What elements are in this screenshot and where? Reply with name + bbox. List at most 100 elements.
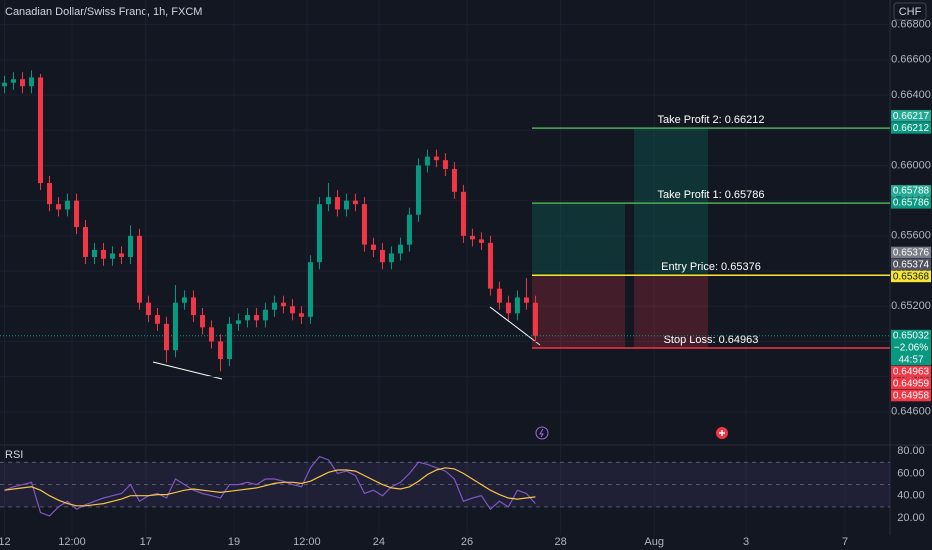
rsi-tick-label: 40.00 xyxy=(897,490,925,502)
candle xyxy=(325,183,331,212)
y-tick-label: 0.65200 xyxy=(891,300,931,312)
y-tick-label: 0.66000 xyxy=(891,159,931,171)
price-tag-box xyxy=(891,185,931,197)
candle xyxy=(91,242,97,264)
price-tag-box xyxy=(891,246,931,259)
candle xyxy=(451,161,457,199)
candle xyxy=(190,290,196,323)
candle-body xyxy=(181,297,187,303)
price-tag: 0.64958 xyxy=(891,389,931,401)
candle xyxy=(298,306,304,324)
candle xyxy=(289,299,295,321)
candle-body xyxy=(532,302,538,336)
candle-body xyxy=(100,249,106,259)
candle-body xyxy=(460,191,466,236)
candle xyxy=(181,290,187,310)
candle xyxy=(379,242,385,270)
candle xyxy=(496,281,502,310)
chart-title: Canadian Dollar/Swiss Franc, 1h, FXCM xyxy=(5,6,202,18)
candle xyxy=(442,153,448,176)
price-change: −2.06% xyxy=(894,342,928,353)
candle-body xyxy=(280,302,286,307)
profit-zone xyxy=(634,128,708,276)
candle xyxy=(46,176,52,212)
price-tag: 0.64963 xyxy=(891,365,931,377)
price-tag-box xyxy=(891,329,931,366)
x-tick-label: 26 xyxy=(461,536,473,548)
y-tick-label: 0.66400 xyxy=(891,89,931,101)
currency-button[interactable] xyxy=(893,2,927,21)
candle-body xyxy=(370,244,376,250)
candle xyxy=(172,285,178,358)
candle xyxy=(154,308,160,331)
y-tick-label: 0.65600 xyxy=(891,230,931,242)
news-icon[interactable] xyxy=(716,427,728,439)
candle xyxy=(469,228,475,247)
candle xyxy=(28,70,34,94)
price-tag: 0.66212 xyxy=(891,122,931,134)
candle xyxy=(388,246,394,270)
candle-body xyxy=(154,315,160,324)
candle-body xyxy=(136,235,142,303)
y-tick-label: 0.64600 xyxy=(891,406,931,418)
price-tag: 0.64959 xyxy=(891,377,931,389)
candle-body xyxy=(163,323,169,351)
level-label: Stop Loss: 0.64963 xyxy=(664,334,759,346)
price-tag: 0.65786 xyxy=(891,197,931,209)
event-icon-ring xyxy=(535,426,549,440)
candle xyxy=(55,197,61,217)
candle xyxy=(109,246,115,266)
candle-body xyxy=(28,77,34,87)
price-tag-label: 0.65374 xyxy=(893,259,930,270)
candle xyxy=(271,295,277,317)
price-tag-label: 0.65368 xyxy=(893,271,930,282)
candle-body xyxy=(109,253,115,259)
candle xyxy=(505,295,511,321)
x-tick-label: 19 xyxy=(228,536,240,548)
candle-body xyxy=(496,288,502,303)
candle xyxy=(352,193,358,212)
candle xyxy=(343,193,349,217)
candle-body xyxy=(55,204,61,210)
candle-body xyxy=(37,77,43,184)
news-icon-plus xyxy=(719,430,725,436)
candle-body xyxy=(406,214,412,245)
price-tag: 0.65376 xyxy=(891,246,931,259)
candle xyxy=(460,184,466,243)
candle-body xyxy=(262,309,268,321)
candle-body xyxy=(271,302,277,310)
candle-body xyxy=(352,200,358,205)
x-tick-label: 12:00 xyxy=(58,536,86,548)
candle-body xyxy=(289,306,295,314)
candle xyxy=(334,190,340,217)
candle-body xyxy=(415,165,421,215)
candle-body xyxy=(235,320,241,324)
loss-zone xyxy=(532,275,625,348)
x-tick-label: 17 xyxy=(140,536,152,548)
rsi-line xyxy=(4,467,536,507)
candle-body xyxy=(1,82,7,87)
candle-body xyxy=(325,197,331,205)
price-tag-box xyxy=(891,122,931,134)
grid xyxy=(0,0,890,535)
event-icon[interactable] xyxy=(535,426,549,440)
candle xyxy=(226,316,232,367)
candle xyxy=(280,295,286,314)
x-tick-label: 12:00 xyxy=(293,536,321,548)
candle xyxy=(487,235,493,296)
candle-body xyxy=(10,79,16,83)
candle-body xyxy=(433,156,439,161)
candle-body xyxy=(298,313,304,317)
price-tag-label: 0.66212 xyxy=(893,123,930,134)
candle-body xyxy=(244,315,250,321)
currency-label: CHF xyxy=(899,6,922,18)
candle xyxy=(370,237,376,257)
x-tick-label: 7 xyxy=(842,536,848,548)
candle-body xyxy=(388,253,394,263)
x-tick-label: 28 xyxy=(555,536,567,548)
candle-body xyxy=(514,297,520,314)
candle-body xyxy=(190,297,196,316)
trend-line xyxy=(489,306,541,346)
candle xyxy=(73,193,79,235)
